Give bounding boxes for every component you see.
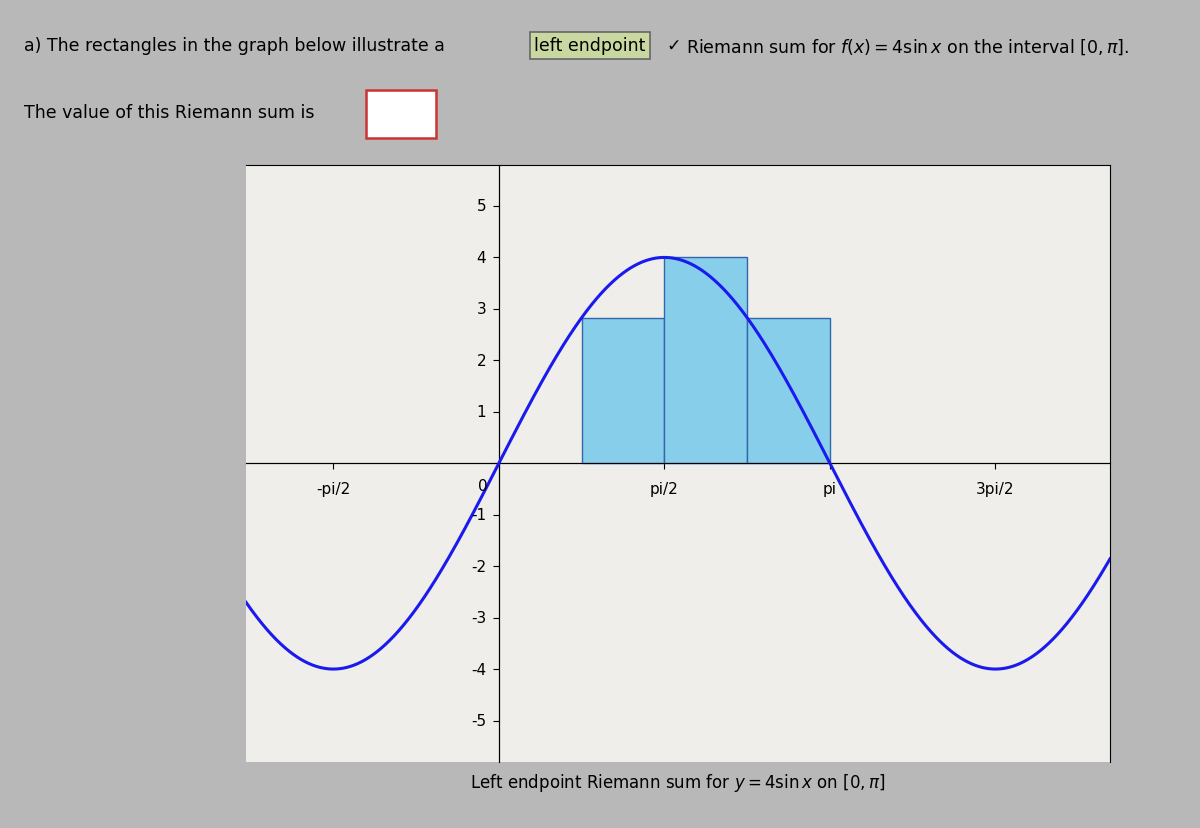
Text: -pi/2: -pi/2 <box>317 482 350 497</box>
Text: Left endpoint Riemann sum for $y = 4\sin x$ on $[0, \pi]$: Left endpoint Riemann sum for $y = 4\sin… <box>470 772 886 793</box>
Text: -2: -2 <box>472 559 486 574</box>
Text: left endpoint: left endpoint <box>534 37 646 55</box>
Bar <box>748 318 830 464</box>
Text: Riemann sum for $f(x) = 4\sin x$ on the interval $[0, \pi]$.: Riemann sum for $f(x) = 4\sin x$ on the … <box>686 37 1129 57</box>
Text: -1: -1 <box>472 508 486 522</box>
Text: 0: 0 <box>479 478 488 493</box>
Text: 2: 2 <box>476 354 486 368</box>
FancyBboxPatch shape <box>366 91 436 138</box>
Text: 4: 4 <box>476 251 486 266</box>
Text: pi/2: pi/2 <box>650 482 679 497</box>
Bar <box>665 258 748 464</box>
Text: 1: 1 <box>476 405 486 420</box>
Text: ✓: ✓ <box>666 37 680 55</box>
Text: -4: -4 <box>472 662 486 676</box>
Text: 3: 3 <box>476 302 486 317</box>
Text: pi: pi <box>823 482 836 497</box>
Text: 5: 5 <box>476 200 486 214</box>
Text: -3: -3 <box>470 610 486 625</box>
Text: 3pi/2: 3pi/2 <box>976 482 1015 497</box>
Text: a) The rectangles in the graph below illustrate a: a) The rectangles in the graph below ill… <box>24 37 445 55</box>
Bar <box>582 318 665 464</box>
Text: -5: -5 <box>472 713 486 728</box>
Text: The value of this Riemann sum is: The value of this Riemann sum is <box>24 104 314 123</box>
